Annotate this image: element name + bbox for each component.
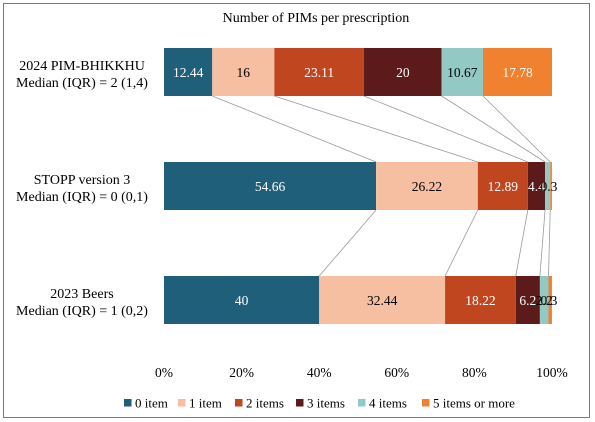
category-label: 2023 Beers Median (IQR) = 1 (0,2) [16,287,148,319]
bar-segment-0-item [164,276,320,324]
series-line [363,95,528,163]
category-label: STOPP version 3 Median (IQR) = 0 (0,1) [16,173,148,205]
bar-segment-4-items [539,276,549,324]
x-tick-label: 40% [307,365,332,380]
bar-segment-3-items [515,276,540,324]
legend-swatch-1-item [178,399,186,407]
category-label-line: Median (IQR) = 2 (1,4) [16,76,148,91]
bar-segment-3-items [527,162,546,210]
bar-segment-2-items [477,162,528,210]
x-axis-ticks-group: 0% 20% 40% 60% 80% 100% [155,365,568,380]
x-tick-label: 20% [229,365,254,380]
data-label-5-items-or-more: 17.78 [502,65,533,80]
bar-labels-group: 12.44 16 23.11 20 10.67 17.78 54.66 26.22 12.89 4… [173,65,558,308]
category-label-line: 2023 Beers [50,287,113,302]
series-line [548,209,551,277]
bar-segment-1-item [319,276,446,324]
legend-label-5-items-or-more: 5 items or more [433,396,515,411]
x-tick-label: 60% [384,365,409,380]
bar-segment-0-item [164,48,213,96]
series-line [482,95,551,163]
legend-swatch-4-items [358,399,366,407]
bar-segment-1-item [212,48,275,96]
bar-segment-5-items-or-more [548,276,552,324]
data-label-2-items: 23.11 [304,65,334,80]
category-label-line: STOPP version 3 [34,173,130,188]
legend-label-1-item: 1 item [189,396,222,411]
series-line [441,95,546,163]
bar-segment-0-item [164,162,377,210]
bar-segment-3-items [364,48,442,96]
legend-swatch-2-items [235,399,243,407]
legend: 0 item 1 item 2 items 3 items 4 items 5 items… [124,396,515,411]
legend-label-3-items: 3 items [307,396,345,411]
bar-segment-5-items-or-more [550,162,552,210]
data-label-2-items: 18.22 [465,293,495,308]
data-label-4-items: 2.2 [536,293,553,308]
legend-label-2-items: 2 items [246,396,284,411]
bar-segment-2-items [445,276,516,324]
series-line [274,95,478,163]
data-label-3-items: 20 [396,65,410,80]
series-line [212,95,377,163]
data-label-0-item: 54.66 [255,179,286,194]
data-label-0-item: 12.44 [173,65,204,80]
data-label-small: 0.3 [540,293,557,308]
bar-segment-4-items [545,162,551,210]
data-label-1-item: 16 [237,65,251,80]
series-line [444,209,479,277]
series-line [318,209,377,277]
series-line [515,209,529,277]
bar-segment-2-items [274,48,365,96]
data-label-1-item: 32.44 [367,293,398,308]
bar-segment-5-items-or-more [483,48,552,96]
chart-title: Number of PIMs per prescription [223,11,410,26]
data-label-1-item: 26.22 [412,179,442,194]
category-label-line: 2024 PIM-BHIKKHU [19,59,145,74]
data-label-3-items: 4.4 [528,179,545,194]
x-tick-label: 100% [536,365,568,380]
legend-swatch-0-item [124,399,132,407]
bar-segment-1-item [376,162,478,210]
bars-group [164,48,552,324]
bar-segment-4-items [441,48,484,96]
legend-swatch-5-items-or-more [422,399,430,407]
data-label-4-items: 10.67 [447,65,478,80]
legend-label-0-item: 0 item [135,396,168,411]
data-label-2-items: 12.89 [488,179,519,194]
series-connector-lines [212,95,551,277]
x-tick-label: 80% [462,365,487,380]
category-labels-group: 2024 PIM-BHIKKHU Median (IQR) = 2 (1,4) ST… [16,59,148,319]
x-tick-label: 0% [155,365,173,380]
data-label-small: 0.3 [540,179,557,194]
data-label-3-items: 6.2 [519,293,536,308]
legend-swatch-3-items [296,399,304,407]
series-line [539,209,546,277]
category-label: 2024 PIM-BHIKKHU Median (IQR) = 2 (1,4) [16,59,148,91]
category-label-line: Median (IQR) = 1 (0,2) [16,304,148,319]
data-label-0-item: 40 [235,293,249,308]
legend-label-4-items: 4 items [369,396,407,411]
category-label-line: Median (IQR) = 0 (0,1) [16,190,148,205]
